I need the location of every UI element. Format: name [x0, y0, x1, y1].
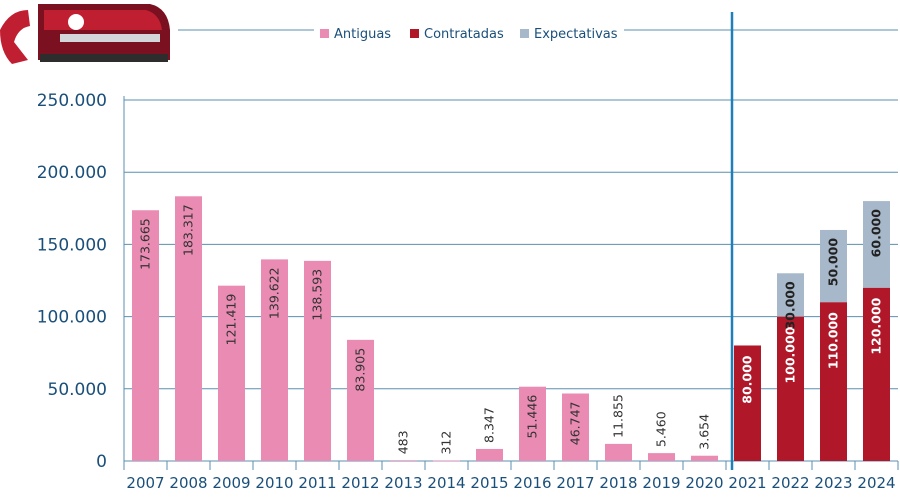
bar-value-label: 312 — [439, 431, 454, 455]
bar-antiguas — [476, 448, 503, 461]
x-tick-label: 2009 — [212, 474, 250, 492]
legend-label: Expectativas — [534, 27, 618, 42]
x-tick-label: 2014 — [427, 474, 465, 492]
y-tick-label: 150.000 — [37, 235, 107, 255]
legend-background — [314, 24, 624, 42]
x-tick-label: 2016 — [513, 474, 551, 492]
x-tick-label: 2015 — [470, 474, 508, 492]
y-axis: 0 50.000 100.000 150.000 200.000 250.000 — [37, 91, 107, 472]
x-tick-label: 2022 — [771, 474, 809, 492]
bar-antiguas — [691, 455, 718, 461]
legend-label: Contratadas — [424, 27, 504, 42]
bar-value-label: 138.593 — [310, 269, 325, 321]
bar-antiguas — [175, 196, 202, 461]
bar-value-label: 110.000 — [826, 312, 841, 369]
bar-value-label: 30.000 — [783, 281, 798, 330]
legend-swatch — [320, 29, 329, 38]
x-tick-label: 2011 — [298, 474, 336, 492]
bar-value-label: 80.000 — [740, 355, 755, 404]
y-tick-label: 100.000 — [37, 308, 107, 328]
train-logo-image — [0, 0, 172, 68]
bar-antiguas — [605, 443, 632, 461]
bar-contratadas — [777, 316, 804, 461]
bar-value-label: 46.747 — [568, 401, 583, 445]
legend: Antiguas Contratadas Expectativas — [314, 24, 624, 42]
x-tick-label: 2024 — [857, 474, 895, 492]
bar-value-label: 60.000 — [869, 209, 884, 258]
bar-value-label: 83.905 — [353, 348, 368, 392]
x-tick-label: 2018 — [599, 474, 637, 492]
bar-value-label: 8.347 — [482, 407, 497, 443]
y-tick-label: 0 — [96, 452, 107, 472]
bar-antiguas — [218, 285, 245, 461]
bar-antiguas — [648, 453, 675, 461]
bar-value-label: 100.000 — [783, 326, 798, 383]
x-tick-label: 2007 — [126, 474, 164, 492]
legend-swatch — [410, 29, 419, 38]
bar-value-label: 11.855 — [611, 394, 626, 438]
x-tick-label: 2019 — [642, 474, 680, 492]
bar-antiguas — [132, 210, 159, 461]
bar-antiguas — [562, 393, 589, 461]
bar-antiguas — [519, 386, 546, 461]
bar-antiguas — [347, 339, 374, 461]
bars — [132, 196, 890, 462]
x-axis: 2007 2008 2009 2010 2011 2012 2013 2014 2015 2016… — [123, 461, 899, 492]
bar-expectativas — [777, 273, 804, 317]
bar-antiguas — [261, 259, 288, 461]
bar-value-label: 121.419 — [224, 294, 239, 346]
bar-value-label: 120.000 — [869, 297, 884, 354]
x-tick-label: 2021 — [728, 474, 766, 492]
bar-value-label: 183.317 — [181, 204, 196, 256]
bar-value-label: 51.446 — [525, 395, 540, 439]
x-tick-label: 2010 — [255, 474, 293, 492]
bar-value-label: 139.622 — [267, 267, 282, 319]
bar-antiguas — [390, 460, 417, 462]
value-labels: 173.665 183.317 121.419 139.622 138.593 83.90… — [138, 204, 884, 454]
bar-expectativas — [863, 201, 890, 288]
y-tick-label: 200.000 — [37, 163, 107, 183]
bar-value-label: 5.460 — [654, 411, 669, 447]
bar-contratadas — [734, 345, 761, 461]
bar-value-label: 483 — [396, 430, 411, 454]
legend-label: Antiguas — [334, 27, 391, 42]
y-tick-label: 250.000 — [37, 91, 107, 111]
y-tick-label: 50.000 — [48, 380, 107, 400]
bar-value-label: 50.000 — [826, 238, 841, 287]
x-tick-label: 2012 — [341, 474, 379, 492]
legend-swatch — [520, 29, 529, 38]
bar-contratadas — [863, 287, 890, 461]
x-tick-label: 2020 — [685, 474, 723, 492]
bar-value-label: 3.654 — [697, 414, 712, 450]
bar-value-label: 173.665 — [138, 218, 153, 270]
bar-expectativas — [820, 229, 847, 303]
x-tick-label: 2013 — [384, 474, 422, 492]
bar-contratadas — [820, 302, 847, 461]
bar-antiguas — [433, 460, 460, 462]
x-tick-label: 2023 — [814, 474, 852, 492]
x-tick-label: 2017 — [556, 474, 594, 492]
x-tick-label: 2008 — [169, 474, 207, 492]
bar-antiguas — [304, 260, 331, 461]
